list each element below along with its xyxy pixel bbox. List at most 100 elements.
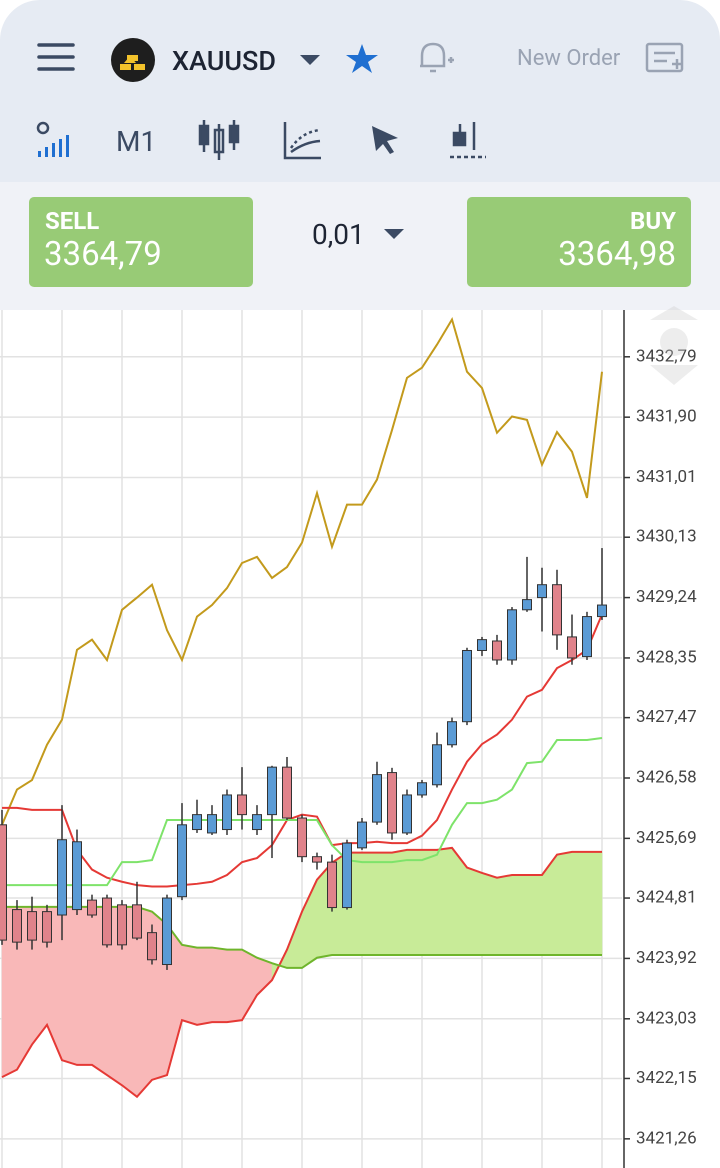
candle-body (297, 817, 307, 858)
y-tick-label: 3430,13 (636, 527, 697, 547)
candle-body (42, 911, 52, 943)
cloud-area (211, 947, 228, 1023)
sell-button[interactable]: SELL 3364,79 (29, 197, 253, 287)
buy-price: 3364,98 (558, 235, 676, 274)
y-tick-label: 3423,92 (636, 948, 697, 968)
indicators-button[interactable] (283, 122, 321, 160)
candle-body (177, 824, 187, 898)
y-tick-label: 3422,15 (636, 1068, 697, 1088)
signal-button[interactable] (36, 121, 69, 157)
y-tick-label: 3431,01 (636, 467, 697, 487)
buy-button[interactable]: BUY 3364,98 (467, 197, 691, 287)
cloud-area (181, 944, 198, 1026)
timeframe[interactable]: M1 (116, 125, 156, 158)
candle-body (447, 721, 457, 746)
y-tick-label: 3432,79 (636, 346, 697, 366)
cloud-area (586, 851, 603, 956)
buy-label: BUY (630, 207, 676, 235)
new-order-icon[interactable] (645, 42, 684, 73)
candle-body (117, 904, 127, 946)
cloud-area (241, 949, 258, 1022)
candle-body (162, 897, 172, 966)
cloud-area (61, 906, 78, 1066)
candle-body (87, 899, 97, 916)
trade-levels-button[interactable] (450, 122, 486, 159)
y-tick-label: 3425,69 (636, 828, 697, 848)
toolbar: XAUUSD New Order M1 (0, 0, 720, 182)
cloud-area (286, 911, 303, 969)
candle-body (597, 604, 607, 618)
y-tick-label: 3427,47 (636, 707, 697, 727)
cloud-area (526, 874, 543, 956)
candle-body (432, 744, 442, 786)
candle-body (522, 599, 532, 611)
candle-body (27, 911, 37, 941)
cursor-button[interactable] (372, 126, 398, 154)
candle-body (0, 824, 7, 941)
symbol-dropdown[interactable] (300, 55, 320, 65)
cloud-area (196, 947, 213, 1026)
favorite-star[interactable] (346, 44, 378, 73)
y-tick-label: 3431,90 (636, 407, 697, 427)
candle-body (567, 636, 577, 659)
cloud-area (541, 853, 558, 956)
candle-body (327, 861, 337, 909)
candle-body (192, 814, 202, 831)
indicator-line (1, 317, 603, 826)
cloud-area (361, 852, 378, 956)
candle-body (552, 584, 562, 636)
alert-button[interactable] (420, 42, 454, 73)
candle-body (57, 839, 67, 916)
candle-body (282, 766, 292, 819)
scroll-handle[interactable] (650, 306, 698, 385)
cloud-area (466, 867, 483, 956)
candle-body (102, 897, 112, 946)
cloud-area (556, 851, 573, 956)
candle-body (417, 782, 427, 796)
candle-body (342, 842, 352, 909)
chart-type-button[interactable] (198, 120, 240, 160)
cloud-area (406, 849, 423, 956)
cloud-area (226, 949, 243, 1023)
candle-body (537, 584, 547, 599)
symbol-icon[interactable] (111, 38, 155, 82)
candle-body (12, 909, 22, 943)
candle-body (237, 794, 247, 816)
y-tick-label: 3428,35 (636, 647, 697, 667)
y-tick-label: 3421,26 (636, 1128, 697, 1148)
cloud-area (376, 852, 393, 956)
sell-price: 3364,79 (44, 235, 162, 274)
volume[interactable]: 0,01 (312, 218, 365, 251)
candle-body (267, 766, 277, 816)
candle-body (252, 814, 262, 831)
y-axis-labels: 3432,79 3431,90 3431,01 3430,13 3429,24 3428,… (624, 346, 697, 1148)
candle-body (477, 639, 487, 651)
cloud-area (421, 849, 438, 956)
trade-panel: SELL 3364,79 0,01 BUY 3364,98 (0, 182, 720, 310)
candle-body (132, 904, 142, 939)
volume-dropdown[interactable] (384, 229, 404, 241)
cloud-area (436, 847, 453, 956)
symbol[interactable]: XAUUSD (172, 45, 276, 77)
cloud-area (496, 874, 513, 956)
candle-body (72, 841, 82, 911)
menu-button[interactable] (37, 43, 75, 71)
candle-body (357, 821, 367, 849)
cloud-area (481, 872, 498, 956)
y-tick-label: 3429,24 (636, 587, 697, 607)
y-tick-label: 3424,81 (636, 888, 697, 908)
cloud-area (76, 906, 93, 1066)
candle-body (582, 616, 592, 658)
toolbar-icons: XAUUSD New Order M1 (36, 38, 684, 160)
cloud-span-a (1, 846, 602, 1099)
sell-label: SELL (45, 207, 100, 235)
candle-body (507, 609, 517, 661)
candle-body (372, 774, 382, 823)
cloud-area (511, 874, 528, 956)
cloud-area (301, 879, 318, 969)
candle-body (207, 814, 217, 834)
new-order[interactable]: New Order (517, 46, 621, 71)
indicator-line (2, 614, 603, 888)
